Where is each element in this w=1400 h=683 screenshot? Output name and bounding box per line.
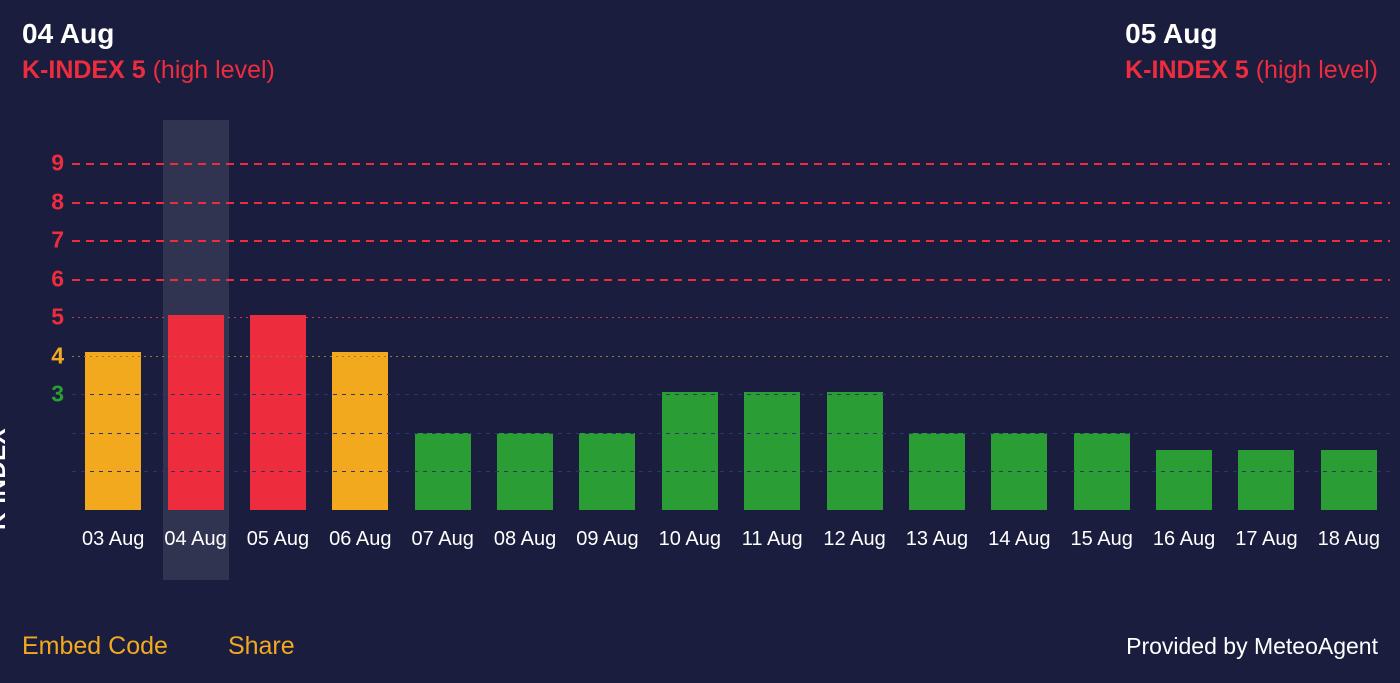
header-left-kline: K-INDEX 5 (high level) [22,56,275,85]
x-label: 11 Aug [731,510,813,570]
bar[interactable] [1321,450,1377,510]
y-tick: 6 [40,265,64,292]
gridline [72,317,1390,318]
bar[interactable] [1156,450,1212,510]
bar-column [1225,140,1307,510]
bar[interactable] [744,392,800,510]
x-label: 15 Aug [1061,510,1143,570]
header-right-level: (high level) [1256,56,1378,84]
x-label: 12 Aug [813,510,895,570]
x-label: 18 Aug [1308,510,1390,570]
gridline [72,202,1390,204]
x-label: 17 Aug [1225,510,1307,570]
bar-column [731,140,813,510]
header-right-kline: K-INDEX 5 (high level) [1125,56,1378,85]
provided-by: Provided by MeteoAgent [1126,633,1378,660]
x-label: 16 Aug [1143,510,1225,570]
x-label: 09 Aug [566,510,648,570]
y-tick: 9 [40,150,64,177]
bar[interactable] [662,392,718,510]
y-tick: 3 [40,381,64,408]
gridline [72,163,1390,165]
gridline [72,394,1390,395]
x-label: 05 Aug [237,510,319,570]
gridline [72,356,1390,357]
share-link[interactable]: Share [228,632,295,661]
bar-column [896,140,978,510]
y-tick: 5 [40,304,64,331]
bar-column [1061,140,1143,510]
y-axis-title: K-INDEX [0,428,12,530]
gridline [72,433,1390,434]
gridline [72,279,1390,281]
header-left-date: 04 Aug [22,18,275,50]
x-label: 13 Aug [896,510,978,570]
x-label: 14 Aug [978,510,1060,570]
x-label: 08 Aug [484,510,566,570]
y-tick: 7 [40,227,64,254]
bar[interactable] [332,352,388,510]
x-label: 06 Aug [319,510,401,570]
x-label: 03 Aug [72,510,154,570]
bar[interactable] [1238,450,1294,510]
bar-column [649,140,731,510]
bar[interactable] [168,315,224,510]
gridline [72,471,1390,472]
chart-plot-area: 9876543 [72,140,1390,510]
bar-column [484,140,566,510]
footer-left: Embed Code Share [22,632,295,661]
bar[interactable] [827,392,883,510]
bar-column [237,140,319,510]
header-right-date: 05 Aug [1125,18,1378,50]
header-right: 05 Aug K-INDEX 5 (high level) [1125,18,1378,85]
chart-bars-row [72,140,1390,510]
embed-code-link[interactable]: Embed Code [22,632,168,661]
bar-column [1143,140,1225,510]
bar-column [319,140,401,510]
x-label: 04 Aug [154,510,236,570]
bar-column [566,140,648,510]
header-left: 04 Aug K-INDEX 5 (high level) [22,18,275,85]
bar-column [813,140,895,510]
header-left-kindex: K-INDEX 5 [22,56,146,84]
gridline [72,240,1390,242]
bar-column [154,140,236,510]
bar[interactable] [250,315,306,510]
y-tick: 8 [40,188,64,215]
header-right-kindex: K-INDEX 5 [1125,56,1249,84]
kindex-chart: K-INDEX 9876543 03 Aug04 Aug05 Aug06 Aug… [22,140,1390,570]
bar-column [402,140,484,510]
x-label: 10 Aug [649,510,731,570]
header: 04 Aug K-INDEX 5 (high level) 05 Aug K-I… [0,0,1400,85]
bar-column [72,140,154,510]
y-tick: 4 [40,342,64,369]
x-label: 07 Aug [402,510,484,570]
bar[interactable] [85,352,141,510]
footer: Embed Code Share Provided by MeteoAgent [22,632,1378,661]
bar-column [978,140,1060,510]
bar-column [1308,140,1390,510]
header-left-level: (high level) [153,56,275,84]
chart-x-labels: 03 Aug04 Aug05 Aug06 Aug07 Aug08 Aug09 A… [72,510,1390,570]
